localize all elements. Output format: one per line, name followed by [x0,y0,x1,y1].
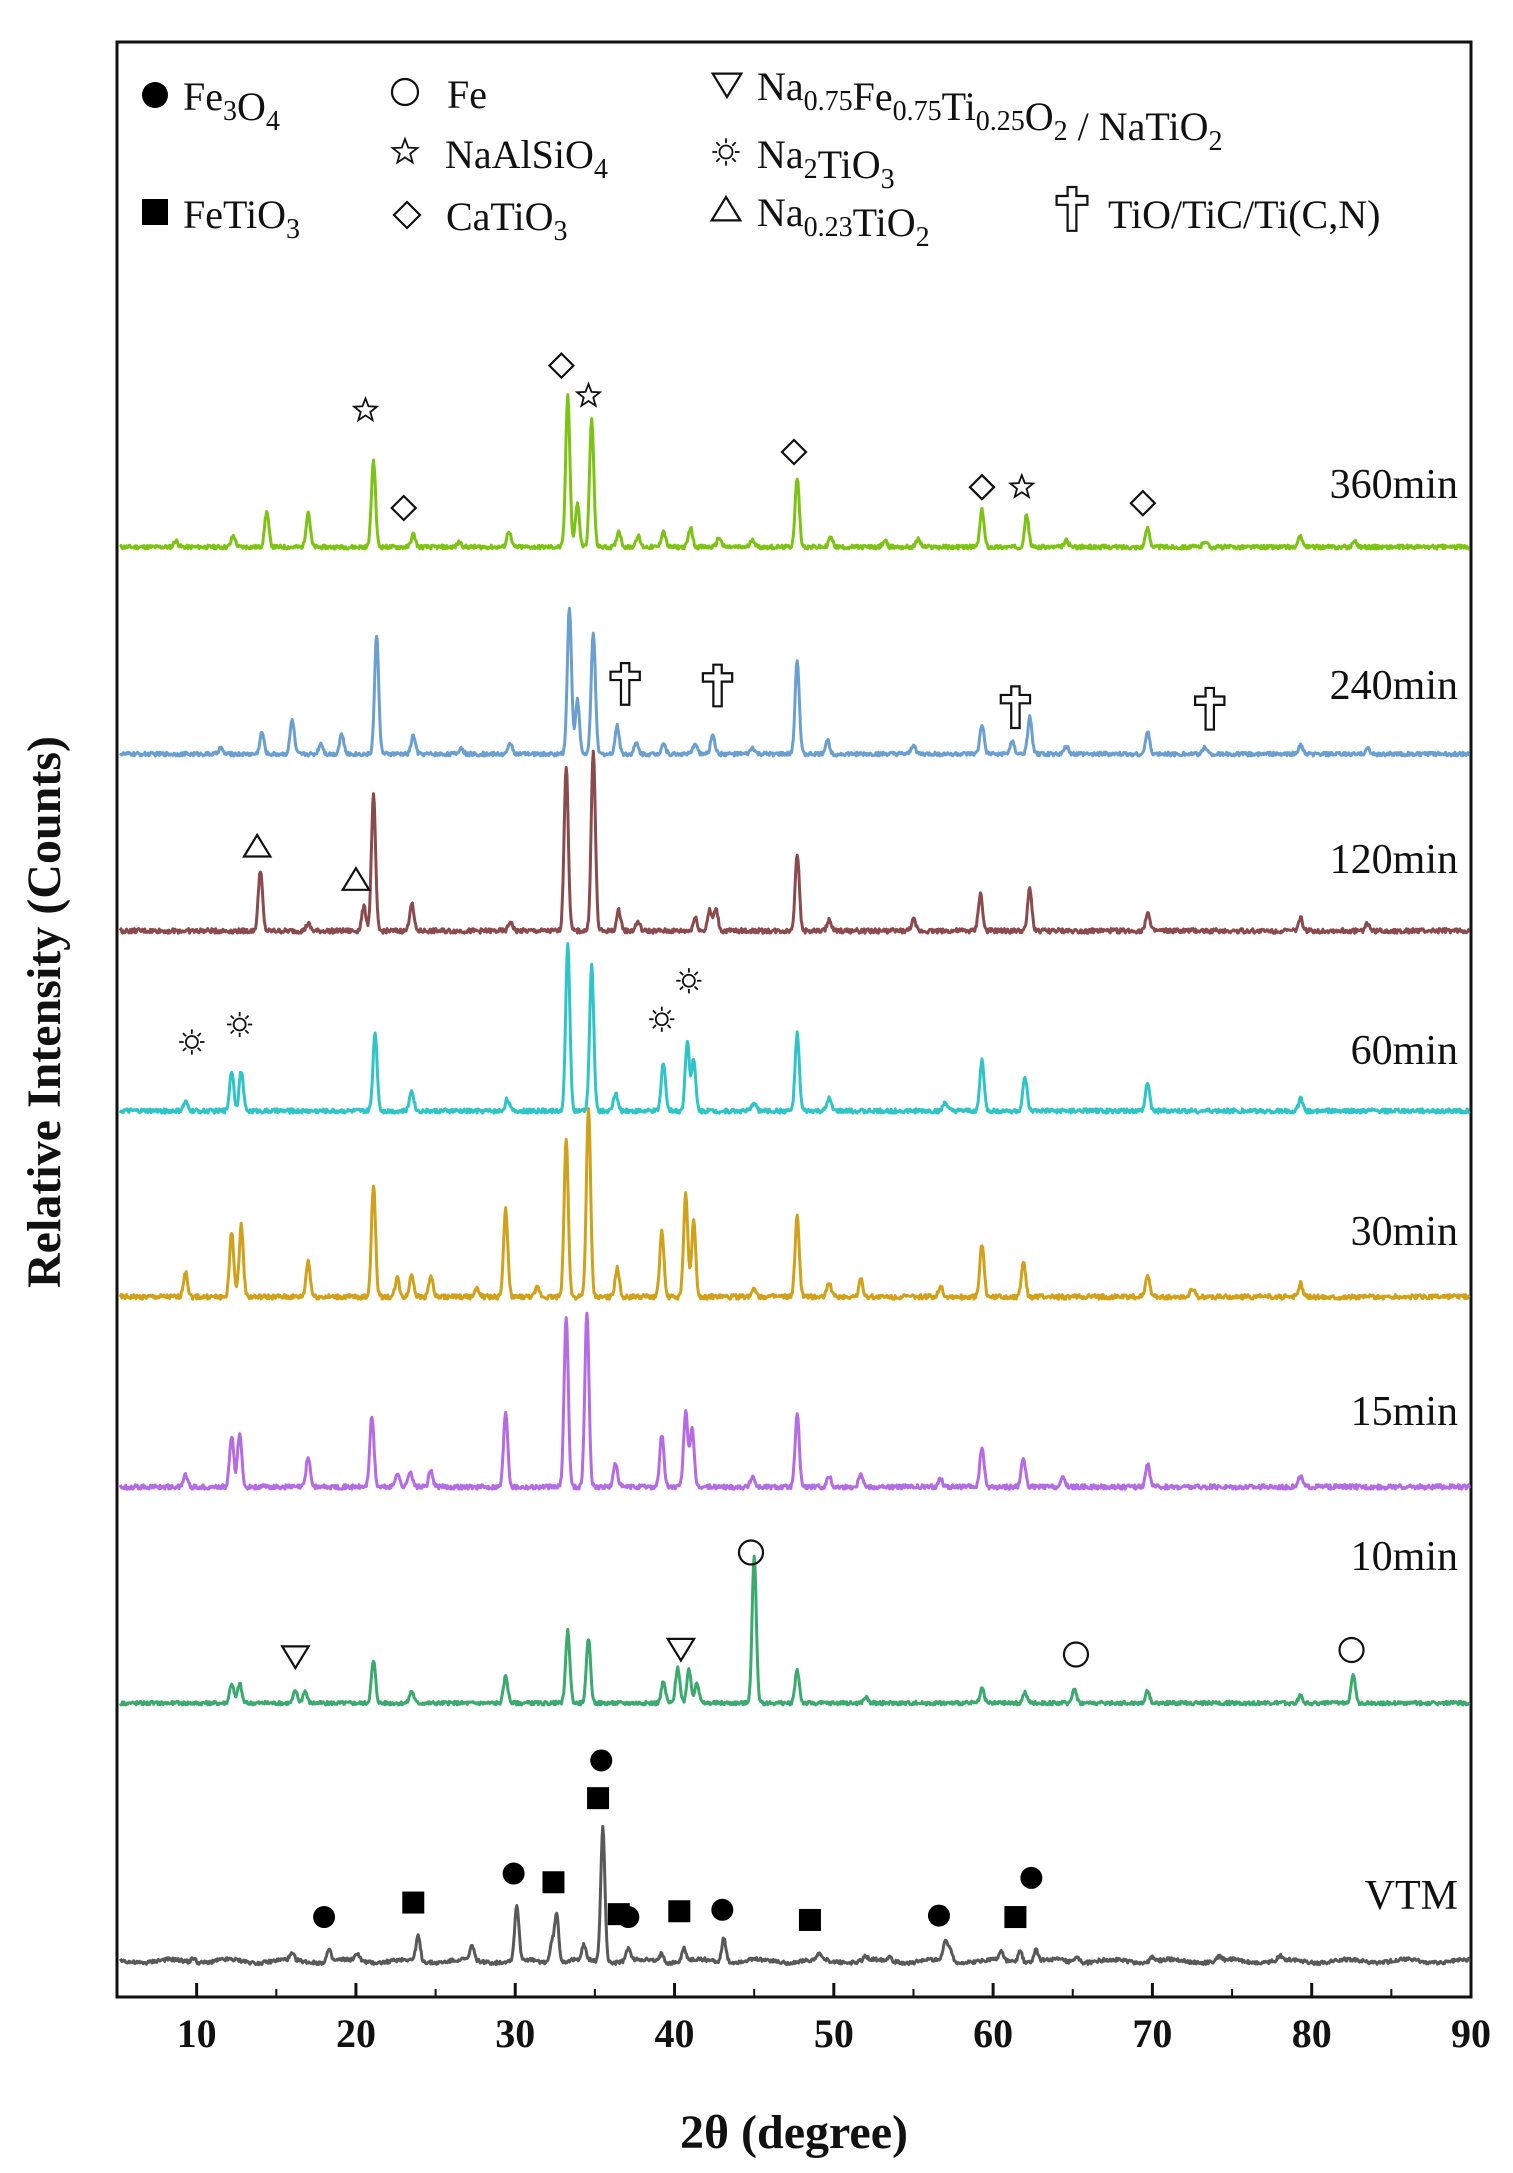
plot-frame [115,40,1473,1999]
phase-marker-diamond [390,494,418,522]
series-line-60min [118,942,1471,1115]
phase-marker-filled-square [402,1891,425,1914]
phase-marker-filled-square [587,1787,610,1810]
phase-marker-up-triangle [340,866,372,891]
phase-marker-dagger [1194,686,1226,731]
x-tick-label: 40 [655,2011,695,2056]
legend-item: Na0.23TiO2 [709,190,930,253]
phase-marker-filled-square [542,1871,565,1894]
phase-marker-sun [179,1029,205,1055]
phase-marker-star [1007,472,1036,499]
series-label-360min: 360min [1330,462,1458,508]
legend-item: CaTiO3 [392,194,567,247]
phase-marker-star [351,395,380,423]
series-layer [118,393,1471,1967]
legend-marker-up-triangle [709,194,743,222]
phase-marker-diamond [968,473,996,501]
series-label-VTM: VTM [1365,1873,1458,1919]
phase-marker-filled-circle [711,1898,734,1921]
series-line-15min [118,1311,1471,1491]
phase-marker-star [574,381,603,408]
series-line-VTM [118,1824,1471,1967]
phase-marker-dagger [999,685,1032,730]
phase-marker-filled-circle [617,1906,640,1929]
x-tick-label: 30 [495,2011,535,2056]
phase-markers [179,352,1365,1931]
legend-item: Na2TiO3 [712,132,895,195]
phase-marker-dagger [701,663,734,708]
y-axis-title: Relative Intensity (Counts) [18,736,71,1288]
legend-label: Na0.23TiO2 [757,190,930,253]
x-tick-label: 70 [1132,2011,1172,2056]
legend-label: NaAlSiO4 [445,132,608,185]
legend-item: NaAlSiO4 [390,132,608,185]
legend: Fe3O4 Fe Na0.75Fe0.75Ti0.25O2 / NaTiO2 NaAl… [142,64,1380,253]
legend-item: TiO/TiC/Ti(C,N) [1055,185,1380,237]
phase-marker-dagger [609,662,641,706]
series-line-30min [118,1107,1471,1301]
phase-marker-sun [649,1006,675,1032]
legend-marker-star [390,136,420,165]
legend-label: Fe3O4 [183,74,280,137]
legend-label: TiO/TiC/Ti(C,N) [1108,192,1380,237]
phase-marker-filled-circle [502,1862,525,1885]
phase-marker-open-circle [1338,1636,1365,1664]
phase-marker-filled-square [668,1900,691,1923]
series-label-15min: 15min [1351,1389,1458,1435]
legend-item: Fe [390,72,487,117]
legend-marker-diamond [392,200,422,230]
series-label-120min: 120min [1330,837,1458,883]
legend-item: Fe3O4 [142,74,280,137]
phase-marker-diamond [780,438,808,466]
x-tick-label: 50 [814,2011,854,2056]
phase-marker-down-triangle [665,1637,697,1663]
series-line-360min [119,393,1471,551]
legend-item: FeTiO3 [142,192,300,245]
phase-marker-filled-circle [313,1906,336,1929]
series-line-240min [118,606,1471,758]
legend-label: Na2TiO3 [757,132,895,195]
phase-marker-down-triangle [280,1645,311,1671]
phase-marker-filled-circle [590,1749,613,1772]
legend-label: Na0.75Fe0.75Ti0.25O2 / NaTiO2 [757,64,1222,157]
legend-marker-down-triangle [710,72,744,100]
legend-marker-filled-circle [142,82,168,108]
phase-marker-filled-square [1004,1906,1027,1929]
series-line-10min [118,1554,1471,1707]
phase-marker-up-triangle [242,832,273,858]
x-tick-label: 10 [177,2011,217,2056]
phase-marker-filled-circle [927,1904,950,1927]
x-tick-label: 20 [336,2011,376,2056]
series-label-10min: 10min [1351,1534,1458,1580]
phase-marker-sun [227,1011,253,1038]
legend-label: FeTiO3 [183,192,300,245]
x-axis: 10 20 30 40 50 60 70 80 90 [177,1983,1491,2056]
legend-marker-open-circle [390,77,420,107]
legend-label: CaTiO3 [446,194,567,247]
legend-marker-sun [712,138,740,166]
legend-marker-filled-square [142,199,168,225]
x-tick-label: 60 [973,2011,1013,2056]
series-label-30min: 30min [1351,1209,1458,1255]
phase-marker-filled-square [798,1908,821,1931]
legend-label: Fe [447,72,487,117]
legend-item: Na0.75Fe0.75Ti0.25O2 / NaTiO2 [710,64,1222,157]
phase-marker-open-circle [737,1539,765,1566]
phase-marker-diamond [1129,489,1157,517]
phase-marker-diamond [547,352,575,380]
x-tick-label: 80 [1292,2011,1332,2056]
phase-marker-filled-circle [1020,1866,1043,1889]
x-axis-title: 2θ (degree) [680,2106,908,2159]
legend-marker-dagger [1055,185,1089,232]
phase-marker-open-circle [1062,1641,1090,1668]
phase-marker-sun [676,968,702,994]
series-labels: 360min 240min 120min 60min 30min 15min 10min VT… [1330,462,1458,1919]
series-line-120min [118,749,1471,935]
series-label-240min: 240min [1330,663,1458,709]
series-label-60min: 60min [1351,1028,1458,1074]
x-tick-label: 90 [1451,2011,1491,2056]
